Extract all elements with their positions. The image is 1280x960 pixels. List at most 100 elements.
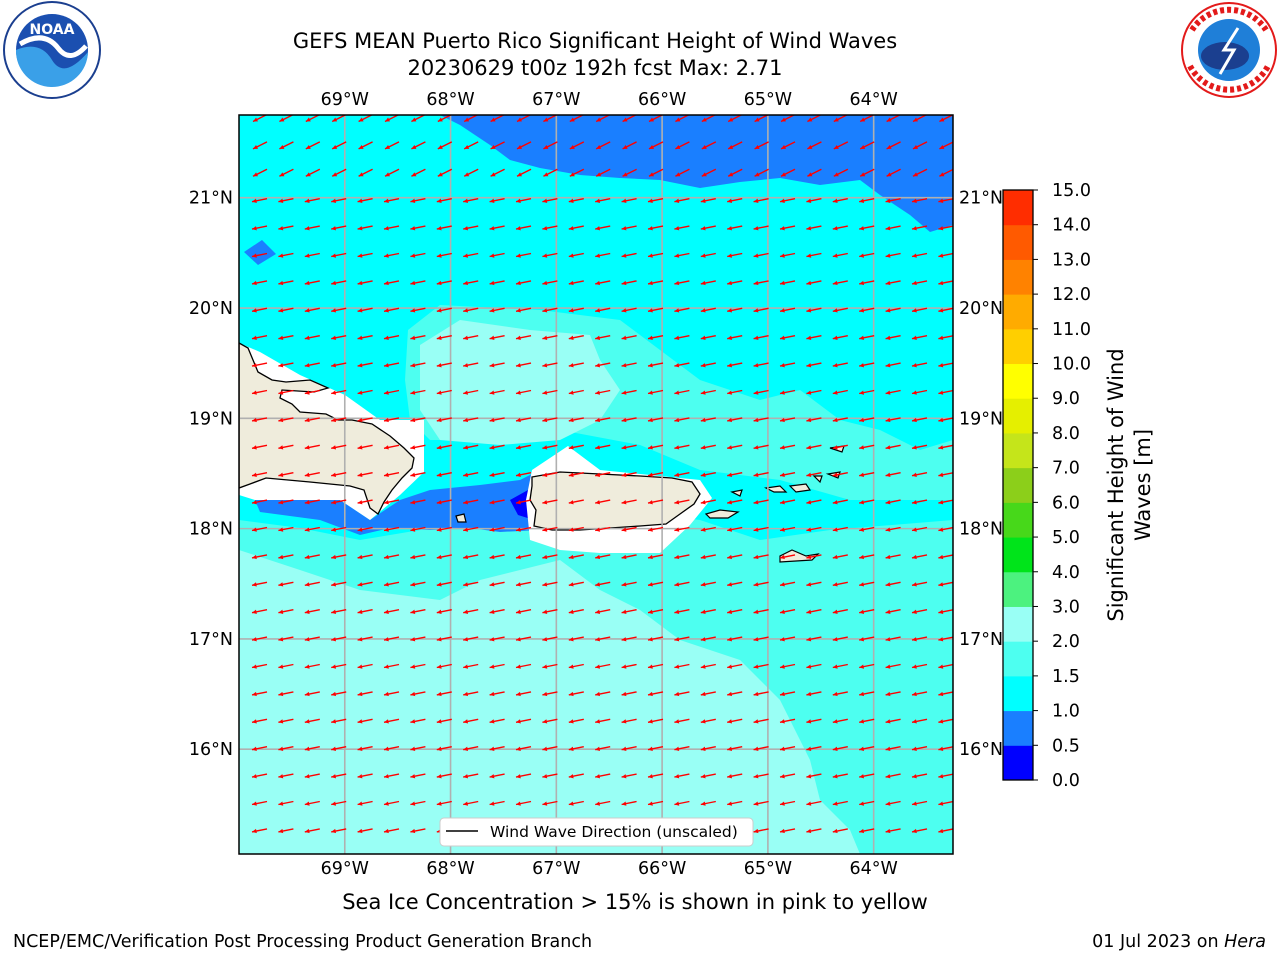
wave-direction-arrow bbox=[304, 828, 320, 834]
wave-direction-arrow bbox=[304, 800, 320, 806]
wave-direction-arrow bbox=[780, 141, 796, 150]
wave-direction-arrow bbox=[938, 472, 953, 477]
land-culebra-vieques bbox=[704, 509, 740, 519]
wave-direction-arrow bbox=[489, 280, 505, 286]
wave-direction-arrow bbox=[515, 636, 532, 642]
wave-direction-arrow bbox=[410, 307, 426, 313]
wave-direction-arrow bbox=[515, 280, 532, 286]
wave-direction-arrow bbox=[251, 663, 268, 669]
wave-direction-arrow bbox=[727, 141, 743, 150]
land-mona bbox=[455, 513, 467, 523]
wave-direction-arrow bbox=[278, 389, 294, 395]
wave-direction-arrow bbox=[304, 417, 320, 423]
wave-direction-arrow bbox=[621, 444, 637, 450]
wave-direction-arrow bbox=[938, 828, 953, 834]
wave-direction-arrow bbox=[938, 526, 953, 532]
wave-direction-arrow bbox=[251, 773, 268, 779]
wave-direction-arrow bbox=[674, 691, 690, 697]
colorbar-segment bbox=[1003, 398, 1033, 434]
wave-direction-arrow bbox=[383, 718, 400, 724]
wave-direction-arrow bbox=[357, 718, 373, 724]
wave-direction-arrow bbox=[674, 526, 690, 532]
wave-direction-arrow bbox=[753, 800, 769, 806]
wave-direction-arrow bbox=[542, 252, 558, 258]
wave-direction-arrow bbox=[595, 225, 611, 231]
wave-direction-arrow bbox=[251, 335, 268, 340]
wave-direction-arrow bbox=[885, 718, 901, 724]
wave-direction-arrow bbox=[278, 828, 294, 834]
wave-direction-arrow bbox=[278, 800, 294, 806]
colorbar-segment bbox=[1003, 537, 1033, 573]
wave-direction-arrow bbox=[542, 307, 558, 313]
wave-direction-arrow bbox=[436, 307, 452, 313]
wave-direction-arrow bbox=[700, 581, 716, 587]
wave-direction-arrow bbox=[806, 499, 822, 505]
wave-direction-arrow bbox=[304, 526, 320, 532]
wave-direction-arrow bbox=[568, 554, 584, 560]
map-frame bbox=[238, 114, 954, 855]
wave-direction-arrow bbox=[938, 746, 953, 751]
wave-direction-arrow bbox=[304, 691, 320, 697]
colorbar-tick-label: 9.0 bbox=[1052, 389, 1080, 409]
wave-direction-arrow bbox=[807, 168, 822, 177]
wave-direction-arrow bbox=[436, 417, 452, 423]
wave-direction-arrow bbox=[515, 746, 532, 751]
wave-direction-arrow bbox=[410, 389, 426, 395]
wave-direction-arrow bbox=[700, 280, 716, 286]
wave-direction-arrow bbox=[436, 252, 452, 258]
wave-direction-arrow bbox=[595, 773, 611, 779]
wave-direction-arrow bbox=[621, 335, 637, 340]
latitude-label: 19°N bbox=[959, 409, 1003, 429]
wave-direction-arrow bbox=[779, 417, 796, 423]
wave-direction-arrow bbox=[938, 225, 953, 231]
wave-direction-arrow bbox=[753, 773, 769, 779]
wave-direction-arrow bbox=[251, 691, 268, 697]
wave-direction-arrow bbox=[515, 307, 532, 313]
wave-direction-arrow bbox=[700, 389, 716, 395]
legend-label: Wind Wave Direction (unscaled) bbox=[490, 823, 738, 841]
wave-direction-arrow bbox=[700, 636, 716, 642]
wave-direction-arrow bbox=[885, 389, 901, 395]
wave-direction-arrow bbox=[543, 141, 558, 150]
wave-direction-arrow bbox=[674, 198, 690, 203]
wave-direction-arrow bbox=[779, 609, 796, 614]
wave-direction-arrow bbox=[939, 168, 953, 177]
wave-direction-arrow bbox=[806, 252, 822, 258]
wave-direction-arrow bbox=[859, 389, 875, 395]
wave-direction-arrow bbox=[727, 444, 743, 450]
wave-direction-arrow bbox=[753, 252, 769, 258]
wave-direction-arrow bbox=[806, 691, 822, 697]
wave-direction-arrow bbox=[885, 691, 901, 697]
wave-direction-arrow bbox=[463, 526, 479, 532]
wave-direction-arrow bbox=[383, 225, 400, 231]
colorbar-segment bbox=[1003, 502, 1033, 538]
wave-direction-arrow bbox=[568, 389, 584, 395]
wave-direction-arrow bbox=[436, 225, 452, 231]
wave-direction-arrow bbox=[806, 198, 822, 203]
wave-direction-arrow bbox=[542, 225, 558, 231]
wave-direction-arrow bbox=[410, 773, 426, 779]
wave-direction-arrow bbox=[357, 746, 373, 751]
wave-direction-arrow bbox=[806, 362, 822, 368]
wave-direction-arrow bbox=[911, 636, 928, 642]
wave-direction-arrow bbox=[357, 609, 373, 614]
wave-direction-arrow bbox=[595, 335, 611, 340]
wave-direction-arrow bbox=[806, 718, 822, 724]
wave-direction-arrow bbox=[885, 609, 901, 614]
wave-direction-arrow bbox=[595, 307, 611, 313]
colorbar-frame bbox=[1002, 189, 1034, 781]
wave-direction-arrow bbox=[331, 141, 347, 150]
wave-direction-arrow bbox=[489, 362, 505, 368]
wave-direction-arrow bbox=[859, 691, 875, 697]
wave-direction-arrow bbox=[568, 362, 584, 368]
wave-direction-arrow bbox=[251, 581, 268, 587]
wave-direction-arrow bbox=[515, 718, 532, 724]
colorbar-tick-label: 3.0 bbox=[1052, 597, 1080, 617]
wave-direction-arrow bbox=[806, 663, 822, 669]
wave-direction-arrow bbox=[727, 168, 743, 177]
wave-direction-arrow bbox=[463, 141, 479, 150]
wave-direction-arrow bbox=[436, 609, 452, 614]
wave-direction-arrow bbox=[753, 307, 769, 313]
latitude-labels-right: 21°N 20°N 19°N 18°N 17°N 16°N bbox=[959, 189, 1003, 760]
wave-direction-arrow bbox=[727, 526, 743, 532]
